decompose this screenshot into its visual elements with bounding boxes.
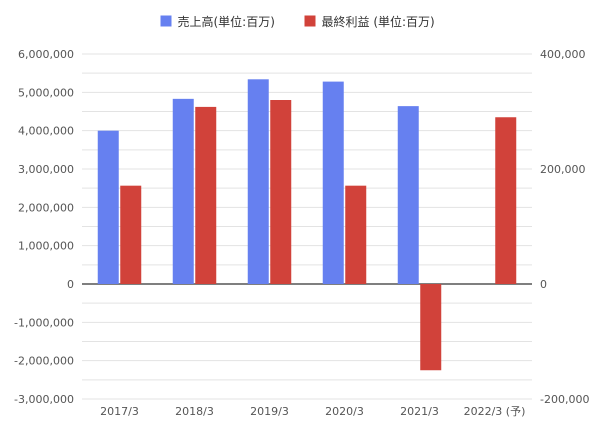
legend: 売上高(単位:百万) 最終利益 (単位:百万) bbox=[160, 14, 435, 29]
legend-label-sales: 売上高(単位:百万) bbox=[178, 14, 275, 29]
legend-label-profit: 最終利益 (単位:百万) bbox=[322, 14, 435, 29]
bar-profit bbox=[270, 100, 292, 284]
bar-sales bbox=[172, 98, 194, 284]
bar-profit bbox=[495, 117, 517, 284]
y-right-tick-label: -200,000 bbox=[540, 393, 589, 406]
bar-profit bbox=[345, 185, 367, 284]
bars bbox=[97, 79, 517, 371]
y-right-tick-label: 0 bbox=[540, 278, 547, 291]
bar-profit bbox=[420, 284, 442, 371]
x-tick-label: 2019/3 bbox=[250, 405, 289, 418]
y-left-tick-label: 0 bbox=[67, 278, 74, 291]
y-left-tick-label: -2,000,000 bbox=[14, 355, 74, 368]
y-left-tick-label: 2,000,000 bbox=[18, 201, 74, 214]
gridlines bbox=[82, 53, 532, 400]
bar-sales bbox=[247, 79, 269, 284]
bar-sales bbox=[97, 130, 119, 284]
y-left-tick-label: 3,000,000 bbox=[18, 163, 74, 176]
y-right-tick-label: 400,000 bbox=[540, 48, 586, 61]
x-tick-label: 2017/3 bbox=[100, 405, 139, 418]
axes: -3,000,000 -2,000,000 -1,000,000 0 1,000,000… bbox=[14, 48, 589, 418]
y-right-tick-label: 200,000 bbox=[540, 163, 586, 176]
y-left-tick-label: 5,000,000 bbox=[18, 86, 74, 99]
y-left-tick-label: 1,000,000 bbox=[18, 240, 74, 253]
bar-profit bbox=[120, 185, 142, 284]
y-left-tick-label: -3,000,000 bbox=[14, 393, 74, 406]
x-tick-label: 2021/3 bbox=[400, 405, 439, 418]
bar-sales bbox=[397, 106, 419, 284]
bar-sales bbox=[322, 81, 344, 284]
legend-swatch-sales bbox=[160, 15, 172, 27]
x-tick-label: 2018/3 bbox=[175, 405, 214, 418]
bar-profit bbox=[195, 106, 217, 285]
x-tick-label: 2020/3 bbox=[325, 405, 364, 418]
y-left-tick-label: 6,000,000 bbox=[18, 48, 74, 61]
y-left-tick-label: 4,000,000 bbox=[18, 125, 74, 138]
x-tick-label: 2022/3 (予) bbox=[464, 405, 526, 418]
y-left-tick-label: -1,000,000 bbox=[14, 316, 74, 329]
legend-swatch-profit bbox=[304, 15, 316, 27]
